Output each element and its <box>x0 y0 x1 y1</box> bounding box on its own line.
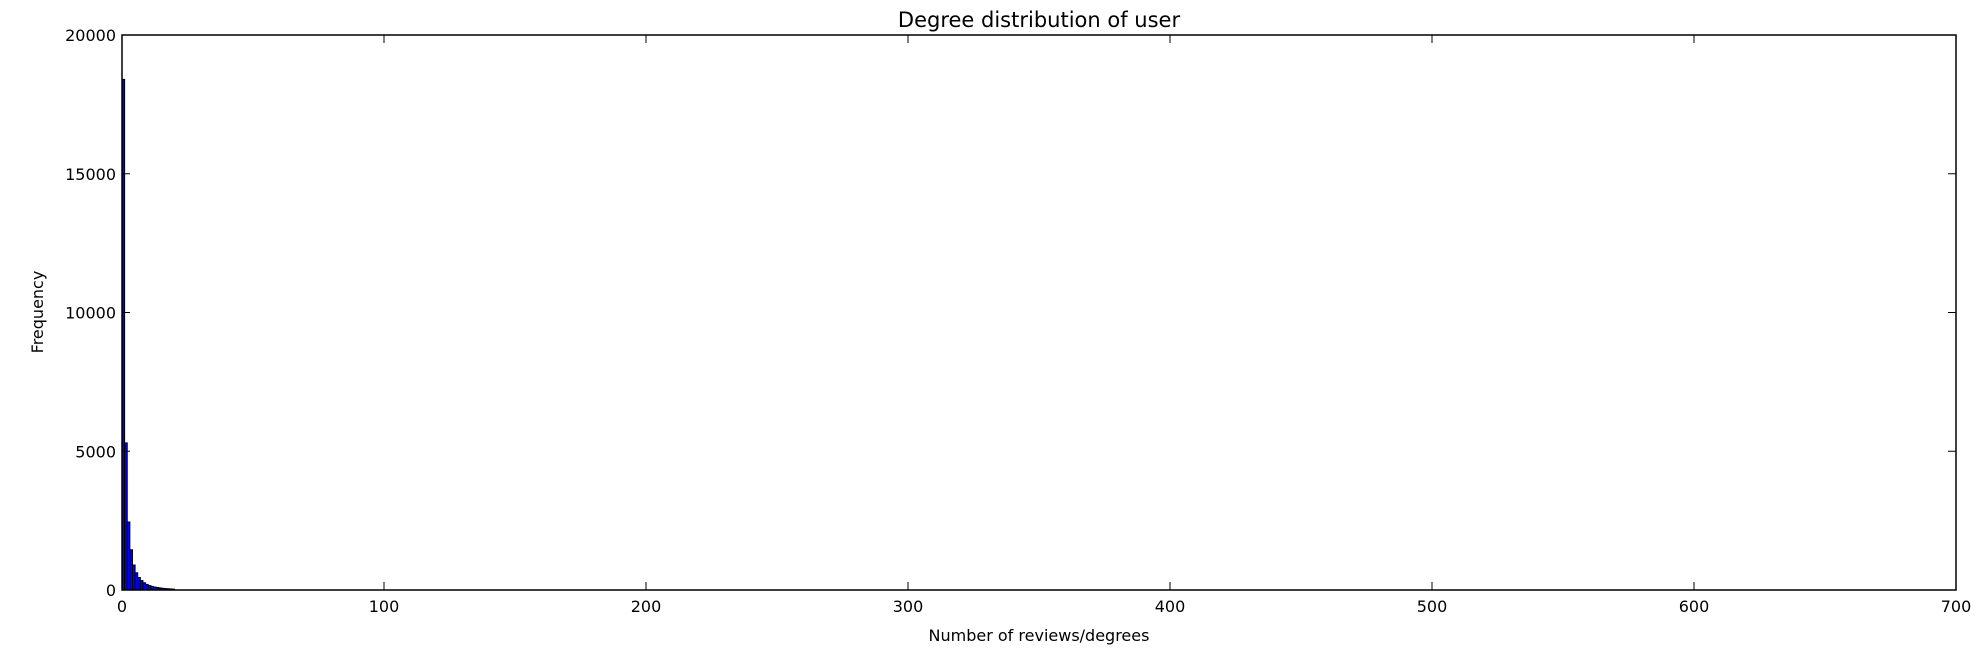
chart-title: Degree distribution of user <box>898 8 1181 32</box>
y-tick-label: 0 <box>106 581 116 600</box>
y-tick-label: 15000 <box>65 165 116 184</box>
x-tick-label: 200 <box>631 597 662 616</box>
plot-frame <box>121 34 1957 591</box>
bars-group <box>121 78 175 591</box>
x-tick-label: 300 <box>893 597 924 616</box>
x-axis-label: Number of reviews/degrees <box>929 626 1150 645</box>
x-tick-label: 500 <box>1417 597 1448 616</box>
y-tick-label: 10000 <box>65 304 116 323</box>
x-tick-label: 100 <box>369 597 400 616</box>
x-tick-label: 400 <box>1155 597 1186 616</box>
y-tick-label: 5000 <box>75 442 116 461</box>
y-axis-label: Frequency <box>28 271 47 354</box>
y-axis-ticks: 0 5000 10000 15000 20000 <box>65 26 1956 600</box>
x-tick-label: 700 <box>1941 597 1972 616</box>
y-tick-label: 20000 <box>65 26 116 45</box>
x-tick-label: 0 <box>117 597 127 616</box>
x-axis-ticks: 0 100 200 300 400 500 600 700 <box>117 35 1971 616</box>
x-tick-label: 600 <box>1679 597 1710 616</box>
